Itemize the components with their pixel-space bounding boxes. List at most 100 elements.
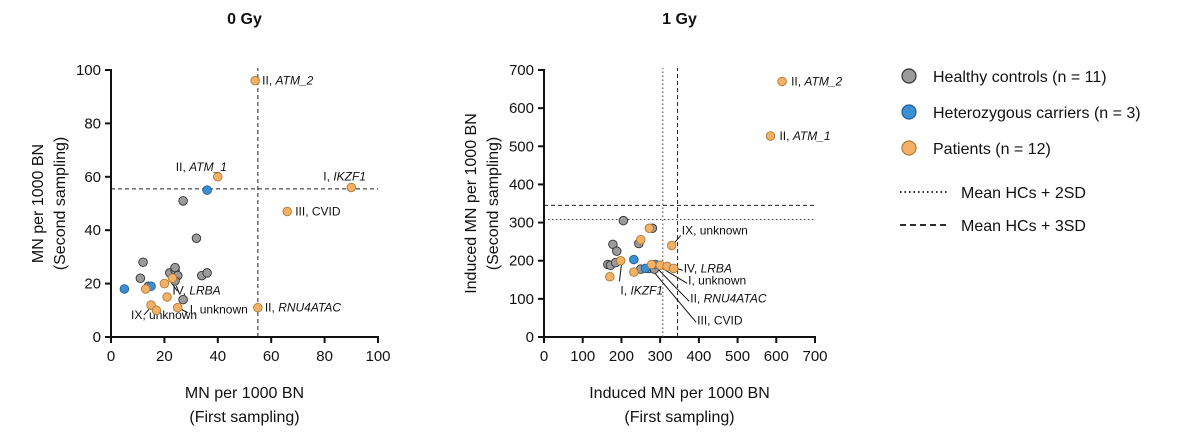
annotation-text: I, unknown — [688, 273, 746, 287]
data-point — [178, 294, 188, 305]
point-annotation: I, unknown — [190, 303, 248, 317]
annotation-gene: ATM_2 — [275, 74, 314, 88]
y-tick-label: 200 — [509, 253, 534, 270]
point-annotation: I, IKZF1 — [620, 283, 663, 297]
y-tick-label: 600 — [509, 100, 534, 117]
chart-title: 0 Gy — [227, 11, 262, 28]
panel-1gy: 1 Gy 0 100 200 300 400 500 600 700 0 100 200 300 400 5… — [463, 11, 843, 426]
data-point — [170, 262, 180, 273]
data-point — [646, 259, 657, 270]
data-point — [191, 233, 202, 243]
x-axis-label: (First sampling) — [624, 409, 734, 426]
point-annotation: II, RNU4ATAC — [690, 291, 767, 305]
point-annotation: II, ATM_1 — [779, 129, 830, 143]
x-tick-label: 100 — [570, 348, 595, 365]
data-point — [629, 254, 639, 265]
annotation-gene: IKZF1 — [630, 283, 663, 297]
x-axis-label: MN per 1000 BN — [185, 385, 304, 402]
y-axis-label: (Second sampling) — [485, 137, 502, 270]
annotation-leader — [674, 235, 682, 243]
annotation-leader — [653, 272, 697, 323]
y-tick-label: 0 — [526, 329, 534, 346]
data-point — [213, 172, 223, 182]
data-point — [777, 76, 787, 87]
data-point — [140, 284, 151, 294]
annotation-text: I, — [620, 283, 630, 297]
x-tick-label: 20 — [156, 348, 173, 365]
annotation-gene: LRBA — [701, 261, 732, 275]
y-tick-label: 400 — [509, 176, 534, 193]
panel-0gy: 0 Gy 0 20 40 60 80 100 0 20 40 60 80 100 MN per 1000 … — [30, 11, 391, 426]
annotation-text: II, — [779, 129, 792, 143]
annotation-text: IV, — [172, 283, 189, 297]
x-tick-label: 200 — [609, 348, 634, 365]
data-point — [667, 240, 677, 251]
x-tick-label: 60 — [263, 348, 280, 365]
y-tick-label: 60 — [84, 169, 101, 186]
annotation-text: II, — [262, 74, 275, 88]
y-tick-label: 700 — [509, 62, 534, 79]
x-axis-label: (First sampling) — [189, 409, 299, 426]
data-point — [605, 271, 615, 282]
point-annotation: I, unknown — [688, 273, 746, 287]
point-annotation: IV, LRBA — [684, 261, 732, 275]
annotation-gene: RNU4ATAC — [704, 291, 767, 305]
y-axis-label: Induced MN per 1000 BN — [463, 113, 480, 294]
annotation-gene: ATM_1 — [188, 160, 227, 174]
annotation-text: III, CVID — [295, 205, 341, 219]
point-annotation: IV, LRBA — [172, 283, 220, 297]
data-point — [282, 206, 292, 217]
point-annotation: II, RNU4ATAC — [265, 301, 342, 315]
annotation-gene: ATM_1 — [792, 129, 831, 143]
data-point — [636, 234, 646, 245]
legend: Healthy controls (n = 11) Heterozygous ca… — [900, 68, 1141, 235]
data-point — [765, 131, 776, 141]
point-annotation: IX, unknown — [131, 308, 197, 322]
legend-marker — [901, 68, 917, 84]
annotation-text: I, unknown — [190, 303, 248, 317]
annotation-text: III, CVID — [697, 313, 743, 327]
annotation-leader — [657, 269, 690, 302]
data-point — [202, 185, 212, 195]
data-point — [668, 263, 679, 274]
data-point — [202, 268, 212, 278]
legend-label: Heterozygous carriers (n = 3) — [933, 105, 1141, 122]
data-point — [615, 255, 626, 266]
annotation-text: I, — [323, 169, 333, 183]
annotation-text: II, — [791, 74, 804, 88]
data-point — [135, 273, 146, 284]
annotation-gene: LRBA — [189, 283, 220, 297]
x-tick-label: 80 — [316, 348, 333, 365]
data-point — [151, 305, 162, 316]
y-axis-label: MN per 1000 BN — [30, 144, 47, 263]
point-annotation: II, ATM_2 — [262, 74, 313, 88]
legend-line-label: Mean HCs + 2SD — [961, 185, 1086, 202]
legend-label: Patients (n = 12) — [933, 141, 1051, 158]
y-axis-label: (Second sampling) — [52, 137, 69, 270]
legend-marker — [901, 104, 917, 120]
x-tick-label: 40 — [209, 348, 226, 365]
y-tick-label: 100 — [509, 291, 534, 308]
data-point — [162, 292, 172, 302]
annotation-gene: ATM_2 — [803, 74, 842, 88]
x-tick-label: 0 — [107, 348, 115, 365]
y-tick-label: 20 — [84, 276, 101, 293]
y-tick-label: 500 — [509, 138, 534, 155]
point-annotation: II, ATM_1 — [176, 160, 227, 174]
data-point — [612, 246, 622, 256]
x-tick-label: 700 — [802, 348, 827, 365]
data-point — [644, 223, 655, 234]
point-annotation: I, IKZF1 — [323, 169, 366, 183]
data-point — [159, 278, 170, 289]
y-tick-label: 80 — [84, 115, 101, 132]
data-point — [253, 302, 263, 313]
x-tick-label: 400 — [686, 348, 711, 365]
x-tick-label: 100 — [365, 348, 390, 365]
data-point — [172, 302, 183, 313]
legend-line-label: Mean HCs + 3SD — [961, 218, 1086, 235]
annotation-text: II, — [265, 301, 278, 315]
annotation-leader — [618, 264, 622, 282]
data-point — [346, 182, 357, 193]
data-point — [119, 284, 130, 294]
